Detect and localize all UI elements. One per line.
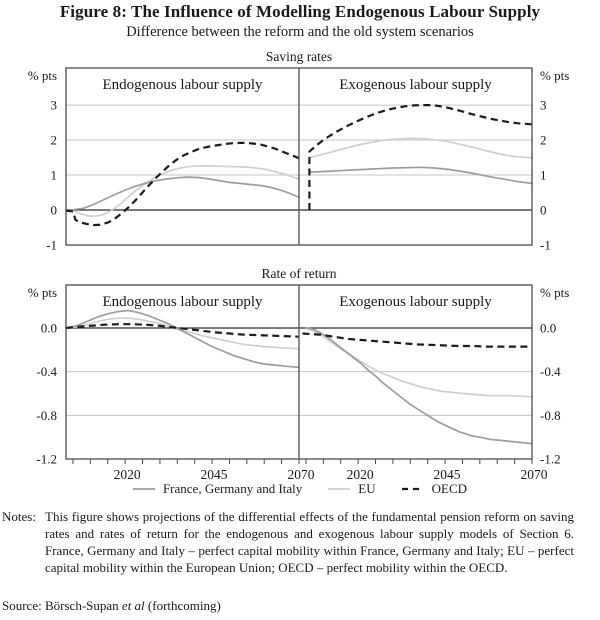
y-tick-label-left: 2 [51,133,58,148]
y-tick-label-right: -1 [540,238,551,253]
legend-label: France, Germany and Italy [162,481,303,496]
y-tick-label-left: 0.0 [41,321,57,336]
legend-item-fgi: France, Germany and Italy [132,481,303,497]
y-tick-label-left: -0.8 [36,408,57,423]
source-suffix: (forthcoming) [147,598,221,613]
y-axis-unit-left: % pts [28,68,57,83]
source-label: Source: [2,598,42,613]
x-tick-label: 2070 [288,467,315,482]
chart-title: Saving rates [266,49,332,64]
legend-item-eu: EU [328,481,376,497]
legend-sample-eu-line [328,488,351,490]
y-tick-label-left: 0 [51,203,58,218]
y-tick-label-left: -1 [46,238,57,253]
figure-subtitle: Difference between the reform and the ol… [126,24,474,40]
y-tick-label-right: 1 [540,168,547,183]
series-fgi-panel-1 [305,327,533,445]
series-eu-panel-0 [65,165,300,218]
legend-item-oecd: OECD [401,481,468,497]
panel-label: Exogenous labour supply [339,77,492,93]
y-tick-label-left: -0.4 [36,364,57,379]
series-eu-panel-0 [65,317,300,350]
series-eu-panel-1 [308,137,533,159]
legend-label: EU [358,481,376,496]
panel-label: Exogenous labour supply [339,294,492,310]
x-tick-label: 2045 [434,467,461,482]
y-tick-label-right: -1.2 [540,452,561,467]
y-tick-label-left: 3 [51,98,58,113]
x-tick-label: 2020 [347,467,374,482]
panel-label: Endogenous labour supply [103,294,263,310]
x-tick-label: 2070 [521,467,548,482]
notes-label: Notes: [2,509,36,524]
legend-label: OECD [431,481,468,496]
y-tick-label-right: -0.4 [540,364,561,379]
y-axis-unit-left: % pts [28,285,57,300]
series-fgi-panel-0 [65,309,300,369]
source-text: Börsch-Supan et al (forthcoming) [45,598,221,614]
series-oecd-panel-1 [308,104,533,210]
series-oecd-panel-0 [65,141,300,227]
series-oecd-panel-1 [302,332,532,348]
y-tick-label-right: 0 [540,203,547,218]
y-axis-unit-right: % pts [540,285,569,300]
y-tick-label-left: -1.2 [36,452,57,467]
legend-sample-oecd-line [401,487,424,491]
source-row: Source: Börsch-Supan et al (forthcoming) [2,598,574,614]
y-tick-label-right: 3 [540,98,547,113]
x-tick-label: 2020 [114,467,141,482]
y-tick-label-right: 0.0 [540,321,556,336]
series-fgi-panel-1 [308,166,533,185]
notes-text: This figure shows projections of the dif… [45,509,574,575]
notes-row: Notes: This figure shows projections of … [2,508,574,576]
y-tick-label-left: 1 [51,168,58,183]
y-axis-unit-right: % pts [540,68,569,83]
chart-title: Rate of return [262,266,337,281]
y-tick-label-right: -0.8 [540,408,561,423]
y-tick-label-right: 2 [540,133,547,148]
figure-title: Figure 8: The Influence of Modelling End… [59,2,541,21]
legend: France, Germany and Italy EU OECD [0,481,600,497]
source-author: Börsch-Supan [45,598,119,613]
x-tick-label: 2045 [201,467,228,482]
source-etal: et al [121,598,145,613]
series-fgi-panel-0 [65,176,300,211]
series-oecd-panel-0 [65,323,300,338]
series-eu-panel-1 [305,327,533,398]
panel-label: Endogenous labour supply [103,77,263,93]
legend-sample-fgi-line [132,488,155,490]
